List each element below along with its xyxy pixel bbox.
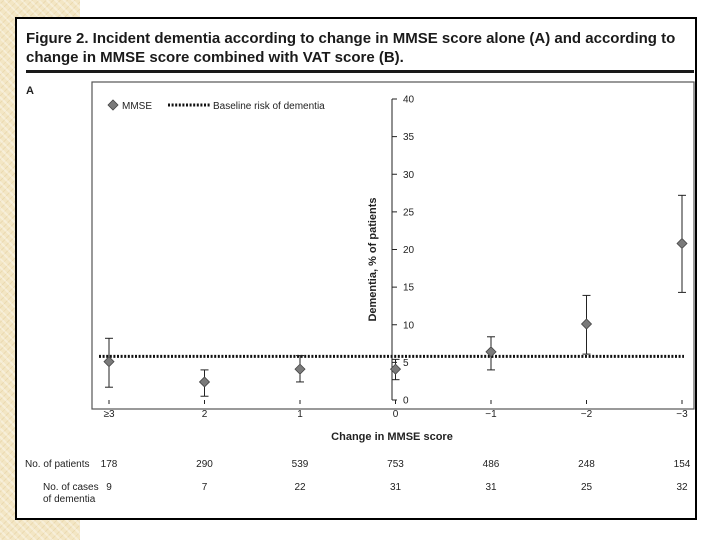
data-point xyxy=(676,237,688,250)
x-tick-label: 0 xyxy=(393,409,399,420)
table-cell: 31 xyxy=(390,482,402,493)
y-tick-label: 40 xyxy=(403,95,415,106)
y-tick-label: 20 xyxy=(403,245,415,256)
table-row-label: of dementia xyxy=(43,494,96,505)
data-point xyxy=(389,363,402,375)
x-tick-label: −1 xyxy=(485,409,497,420)
data-point xyxy=(294,363,306,375)
data-point xyxy=(580,318,593,330)
table-cell: 753 xyxy=(387,459,404,470)
figure-panel: Figure 2. Incident dementia according to… xyxy=(15,17,697,520)
table-cell: 154 xyxy=(674,459,691,470)
y-tick-label: 5 xyxy=(403,358,409,369)
x-tick-label: −3 xyxy=(676,409,688,420)
data-point xyxy=(198,376,211,388)
table-cell: 486 xyxy=(483,459,500,470)
figure-title: Figure 2. Incident dementia according to… xyxy=(26,30,676,66)
panel-label: A xyxy=(26,85,34,97)
table-cell: 31 xyxy=(485,482,497,493)
table-cell: 32 xyxy=(676,482,688,493)
y-tick-label: 30 xyxy=(403,170,415,181)
legend-baseline-label: Baseline risk of dementia xyxy=(213,101,325,112)
x-axis: ≥3 2 1 0 −1 −2 −3 Change in MMSE score xyxy=(103,400,688,443)
table-cell: 248 xyxy=(578,459,595,470)
x-axis-title: Change in MMSE score xyxy=(331,431,453,443)
table-cell: 9 xyxy=(106,482,112,493)
data-point xyxy=(103,356,115,368)
table-cell: 25 xyxy=(581,482,593,493)
table-cell: 7 xyxy=(202,482,208,493)
y-tick-label: 25 xyxy=(403,207,415,218)
y-axis-ticks: 0 5 10 15 20 25 30 35 40 xyxy=(392,95,415,407)
title-rule xyxy=(26,70,694,73)
legend-mmse-label: MMSE xyxy=(122,101,152,112)
y-tick-label: 0 xyxy=(403,396,409,407)
plot-frame xyxy=(91,81,695,410)
y-tick-label: 35 xyxy=(403,132,415,143)
table-cell: 22 xyxy=(294,482,306,493)
table-cell: 290 xyxy=(196,459,213,470)
counts-table: No. of patients 178 290 539 753 486 248 154 No. … xyxy=(25,459,691,505)
data-point xyxy=(485,346,497,358)
x-tick-label: −2 xyxy=(581,409,593,420)
data-points xyxy=(103,237,688,388)
y-axis-title: Dementia, % of patients xyxy=(367,197,379,321)
table-row-label: No. of patients xyxy=(25,459,89,470)
x-tick-label: 2 xyxy=(202,409,208,420)
y-tick-label: 15 xyxy=(403,283,415,294)
table-cell: 178 xyxy=(101,459,118,470)
table-cell: 539 xyxy=(292,459,309,470)
y-axis: 0 5 10 15 20 25 30 35 40 Dementia, % of patients xyxy=(367,95,415,407)
table-row-label: No. of cases xyxy=(43,482,99,493)
x-tick-label: ≥3 xyxy=(103,409,114,420)
y-tick-label: 10 xyxy=(403,320,415,331)
legend: MMSE Baseline risk of dementia xyxy=(107,99,325,112)
legend-mmse-marker xyxy=(107,99,119,111)
x-axis-ticks: ≥3 2 1 0 −1 −2 −3 xyxy=(103,400,688,420)
x-tick-label: 1 xyxy=(297,409,303,420)
